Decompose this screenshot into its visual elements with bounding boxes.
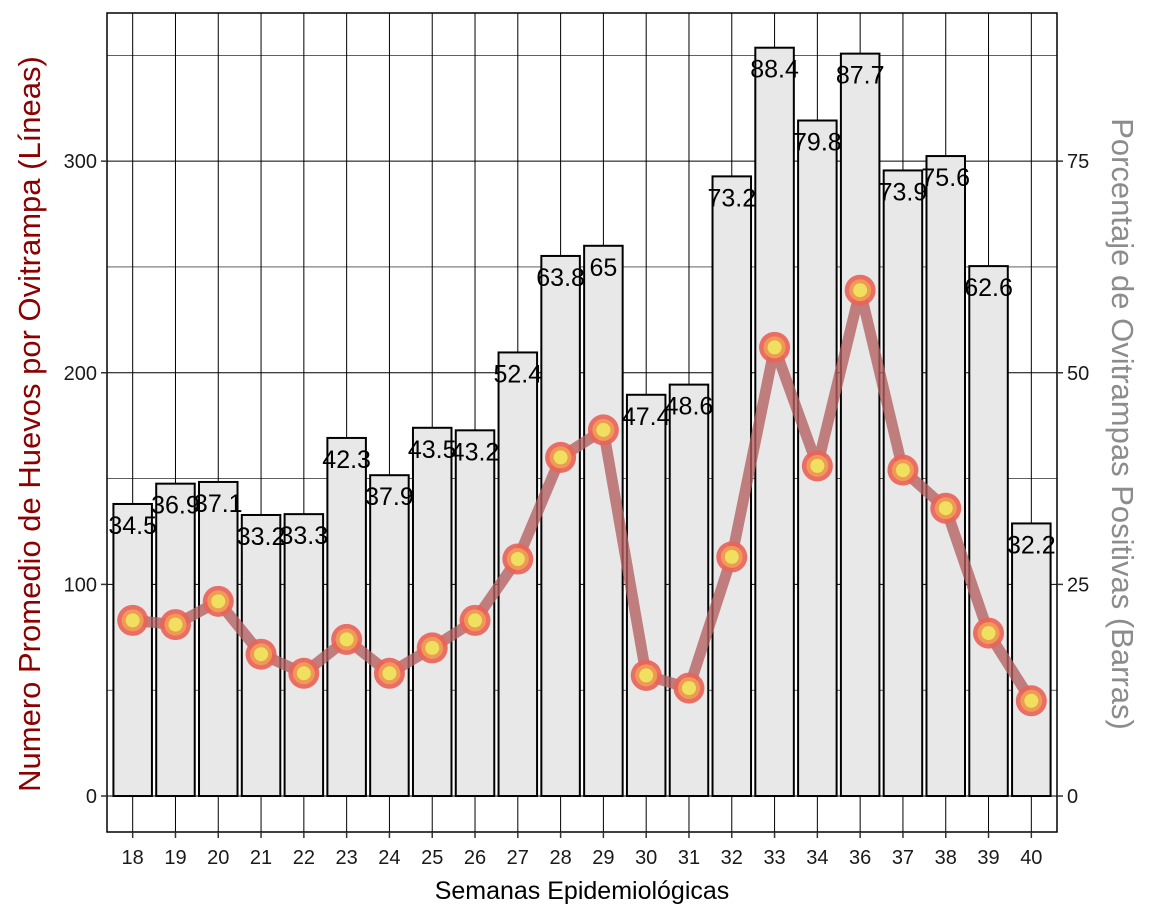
x-tick-label: 26	[464, 847, 486, 869]
line-point-core	[810, 458, 825, 473]
bar-value-label: 65	[589, 254, 617, 282]
bar-value-label: 42.3	[322, 446, 371, 474]
x-tick-label: 40	[1020, 847, 1042, 869]
x-tick-label: 22	[293, 847, 315, 869]
x-tick-label: 33	[763, 847, 785, 869]
bar-value-labels: 34.536.937.1 33.233.3 42.3 37.9 43.543.2 52.4…	[108, 56, 1055, 560]
line-markers	[117, 274, 1047, 717]
y-tick-label-left: 100	[64, 574, 97, 596]
bar	[839, 52, 881, 798]
y-tick-label-left: 200	[64, 363, 97, 385]
bar-value-label: 43.5	[408, 436, 457, 464]
x-tick-label: 27	[507, 847, 529, 869]
y-tick-label-right: 50	[1067, 363, 1089, 385]
y-axis-title-left: Numero Promedio de Huevos por Ovitrampa …	[12, 56, 47, 792]
series-line	[127, 284, 1037, 707]
y-tick-label-left: 300	[64, 151, 97, 173]
bar	[411, 426, 453, 798]
line-point-core	[382, 666, 397, 681]
line-series	[127, 284, 1037, 707]
x-tick-label: 19	[164, 847, 186, 869]
line-point-core	[767, 340, 782, 355]
x-axis-title: Semanas Epidemiológicas	[435, 877, 730, 905]
x-tick-label: 18	[122, 847, 144, 869]
bar	[925, 155, 966, 798]
bar	[1011, 522, 1052, 798]
bar-value-label: 37.9	[365, 483, 414, 511]
bar-value-label: 73.9	[879, 178, 928, 206]
line-point-core	[125, 613, 140, 628]
line-point-core	[639, 668, 654, 683]
x-tick-label: 39	[977, 847, 999, 869]
bar-value-label: 75.6	[921, 164, 970, 192]
line-point-core	[895, 463, 910, 478]
line-point-core	[596, 422, 611, 437]
line-point-core	[425, 640, 440, 655]
y-axis-title-right: Porcentaje de Ovitrampas Positivas (Barr…	[1105, 118, 1140, 730]
bar	[283, 513, 325, 798]
y-tick-label-right: 25	[1067, 574, 1089, 596]
bar-value-label: 33.2	[237, 523, 286, 551]
line-point-core	[254, 647, 269, 662]
bar-value-label: 73.2	[707, 184, 756, 212]
line-point-core	[468, 613, 483, 628]
bar-value-label: 79.8	[793, 129, 842, 157]
bar-value-label: 47.4	[622, 403, 671, 431]
x-tick-label: 38	[935, 847, 957, 869]
plot-border	[106, 12, 1058, 833]
x-tick-label: 30	[635, 847, 657, 869]
bar	[326, 436, 367, 798]
x-tick-label: 24	[378, 847, 400, 869]
x-tick-label: 21	[250, 847, 272, 869]
bar-value-label: 88.4	[750, 56, 799, 84]
bar-value-label: 34.5	[108, 512, 157, 540]
axes: 0 100 200 300 0 25 50 75 18 19 20 21 22 23 24 25 26 27 28 2…	[64, 151, 1090, 869]
bar-value-label: 62.6	[964, 274, 1013, 302]
bar-value-label: 43.2	[451, 438, 500, 466]
line-point-core	[553, 450, 568, 465]
line-point-core	[1024, 693, 1039, 708]
line-point-core	[853, 283, 868, 298]
line-point-core	[681, 681, 696, 696]
x-tick-label: 37	[892, 847, 914, 869]
y-tick-label-right: 75	[1067, 151, 1089, 173]
line-point-core	[510, 552, 525, 566]
bar	[369, 474, 410, 798]
bar-value-label: 37.1	[194, 490, 243, 518]
line-point-core	[981, 626, 996, 641]
bar-value-label: 52.4	[493, 360, 542, 388]
x-tick-label: 34	[806, 847, 828, 869]
x-tick-label: 32	[721, 847, 743, 869]
y-tick-label-right: 0	[1067, 786, 1078, 808]
bar-value-label: 36.9	[151, 492, 200, 520]
x-tick-label: 28	[549, 847, 571, 869]
bar	[112, 502, 153, 798]
x-tick-label: 31	[678, 847, 700, 869]
line-point-core	[724, 549, 739, 564]
line-point-core	[339, 632, 354, 647]
x-tick-label: 36	[849, 847, 871, 869]
bar-value-label: 63.8	[536, 264, 585, 292]
bar-value-label: 87.7	[836, 62, 885, 90]
x-tick-label: 20	[207, 847, 229, 869]
line-point-core	[211, 594, 226, 609]
bar-value-label: 48.6	[665, 393, 714, 421]
bar-value-label: 33.3	[280, 522, 329, 550]
line-point-core	[938, 501, 953, 516]
bar	[198, 480, 239, 798]
bar	[968, 265, 1009, 798]
x-tick-label: 29	[592, 847, 614, 869]
y-tick-label-left: 0	[86, 786, 97, 808]
x-tick-label: 25	[421, 847, 443, 869]
bar-value-label: 32.2	[1007, 531, 1056, 559]
line-point-core	[296, 666, 311, 681]
bar	[540, 254, 581, 798]
x-tick-label: 23	[336, 847, 358, 869]
bar	[668, 383, 710, 798]
line-point-core	[168, 617, 183, 632]
